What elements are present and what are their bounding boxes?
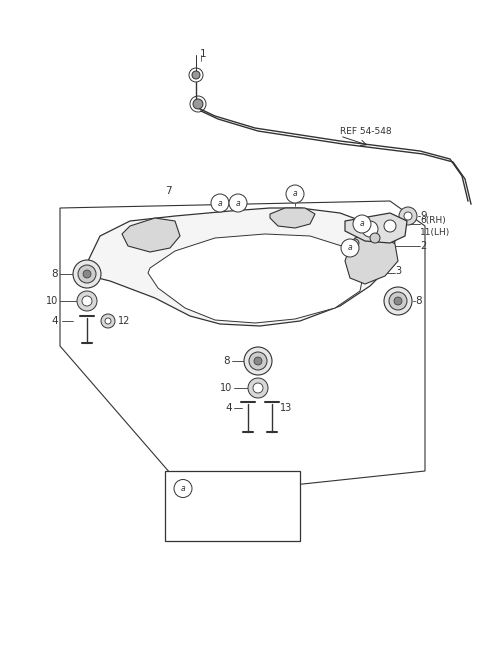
Circle shape: [351, 239, 359, 247]
Text: 13: 13: [280, 403, 292, 413]
Circle shape: [105, 318, 111, 324]
Circle shape: [384, 287, 412, 315]
Circle shape: [193, 99, 203, 109]
Text: a: a: [218, 199, 222, 207]
Polygon shape: [345, 231, 398, 284]
Circle shape: [211, 194, 229, 212]
Circle shape: [244, 347, 272, 375]
Circle shape: [370, 233, 380, 243]
Circle shape: [394, 297, 402, 305]
Polygon shape: [345, 213, 407, 243]
Circle shape: [73, 260, 101, 288]
Circle shape: [362, 221, 378, 237]
Text: 2: 2: [420, 241, 426, 251]
Circle shape: [384, 220, 396, 232]
Circle shape: [353, 215, 371, 233]
Circle shape: [254, 357, 262, 365]
Text: 5: 5: [195, 483, 202, 493]
Circle shape: [82, 296, 92, 306]
Circle shape: [225, 515, 239, 529]
Circle shape: [389, 292, 407, 310]
Polygon shape: [148, 234, 365, 323]
Circle shape: [192, 71, 200, 79]
Text: 10: 10: [46, 296, 58, 306]
Text: 3: 3: [395, 266, 401, 276]
Text: 12: 12: [118, 316, 131, 326]
Circle shape: [341, 239, 359, 257]
Text: REF 54-548: REF 54-548: [340, 127, 392, 136]
Text: 6(RH): 6(RH): [420, 216, 446, 224]
Polygon shape: [88, 208, 395, 326]
Text: a: a: [236, 199, 240, 207]
Circle shape: [101, 314, 115, 328]
Text: 10: 10: [220, 383, 232, 393]
Text: a: a: [348, 243, 352, 253]
Text: 9: 9: [420, 211, 427, 221]
Circle shape: [77, 291, 97, 311]
Text: 8: 8: [51, 269, 58, 279]
Circle shape: [399, 207, 417, 225]
Text: 11(LH): 11(LH): [420, 228, 450, 237]
Circle shape: [229, 194, 247, 212]
Circle shape: [286, 185, 304, 203]
Polygon shape: [270, 208, 315, 228]
Text: 4: 4: [226, 403, 232, 413]
Text: a: a: [293, 190, 297, 199]
Circle shape: [404, 212, 412, 220]
Text: 1: 1: [200, 49, 206, 59]
Circle shape: [174, 480, 192, 497]
Circle shape: [83, 270, 91, 278]
Text: 4: 4: [51, 316, 58, 326]
Bar: [165, 471, 300, 541]
Polygon shape: [122, 218, 180, 252]
Text: 8: 8: [415, 296, 421, 306]
Circle shape: [218, 508, 246, 536]
Text: a: a: [180, 484, 185, 493]
Text: 8: 8: [223, 356, 230, 366]
Circle shape: [249, 352, 267, 370]
Text: 7: 7: [165, 186, 172, 196]
Circle shape: [253, 383, 263, 393]
Circle shape: [78, 265, 96, 283]
Circle shape: [248, 378, 268, 398]
Text: a: a: [360, 220, 364, 228]
